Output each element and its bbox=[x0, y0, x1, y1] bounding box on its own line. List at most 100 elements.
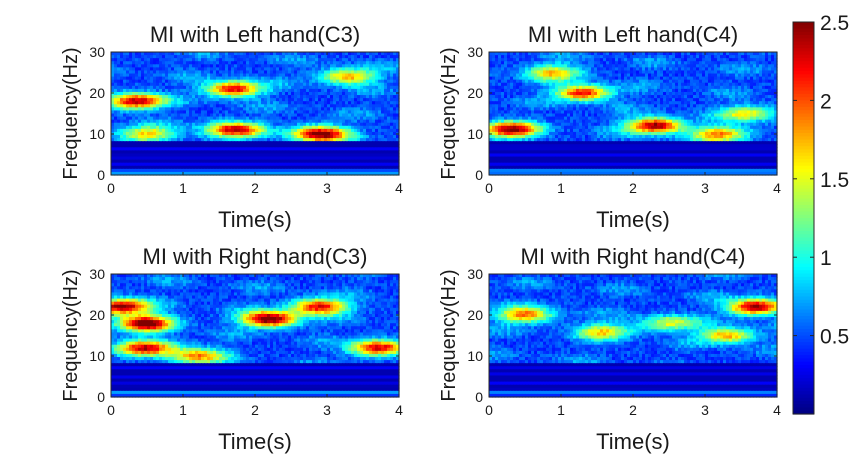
colorbar-segment bbox=[793, 391, 814, 395]
colorbar-segment bbox=[793, 371, 814, 376]
colorbar-tick-label: 0.5 bbox=[820, 326, 849, 349]
colorbar-segment bbox=[793, 35, 814, 39]
colorbar-segment bbox=[793, 348, 814, 353]
x-tick-label: 0 bbox=[485, 180, 493, 196]
colorbar-segment bbox=[793, 182, 814, 186]
colorbar-segment bbox=[793, 136, 814, 141]
colorbar-segment bbox=[793, 172, 814, 177]
colorbar-segment bbox=[793, 302, 814, 307]
y-tick-label: 20 bbox=[467, 85, 483, 101]
colorbar-segment bbox=[793, 129, 814, 134]
x-axis-label: Time(s) bbox=[218, 207, 292, 232]
colorbar-segment bbox=[793, 250, 814, 255]
x-tick-label: 2 bbox=[629, 402, 637, 418]
colorbar-segment bbox=[793, 178, 814, 183]
colorbar-segment bbox=[793, 240, 814, 245]
colorbar-segment bbox=[793, 51, 814, 56]
colorbar-box bbox=[792, 21, 815, 415]
colorbar-segment bbox=[793, 365, 814, 369]
colorbar-segment bbox=[793, 61, 814, 66]
y-tick-label: 10 bbox=[467, 348, 483, 364]
x-tick-label: 1 bbox=[179, 402, 187, 418]
x-tick-label: 1 bbox=[557, 180, 565, 196]
colorbar-segment bbox=[793, 283, 814, 288]
colorbar-segment bbox=[793, 270, 814, 275]
x-tick-label: 2 bbox=[629, 180, 637, 196]
colorbar-segment bbox=[793, 185, 814, 190]
colorbar-segment bbox=[793, 397, 814, 402]
y-axis-label: Frequency(Hz) bbox=[438, 269, 460, 401]
colorbar-segment bbox=[793, 410, 814, 415]
colorbar-segment bbox=[793, 208, 814, 213]
colorbar-segment bbox=[793, 286, 814, 291]
colorbar-segment bbox=[793, 64, 814, 69]
colorbar-segment bbox=[793, 113, 814, 118]
colorbar-segment bbox=[793, 227, 814, 232]
y-tick-label: 10 bbox=[467, 126, 483, 142]
colorbar-segment bbox=[793, 188, 814, 193]
y-axis-label: Frequency(Hz) bbox=[60, 269, 82, 401]
colorbar-segment bbox=[793, 257, 814, 262]
spectrogram-field bbox=[111, 274, 400, 398]
colorbar-segment bbox=[793, 378, 814, 382]
colorbar-segment bbox=[793, 309, 814, 314]
colorbar-segment bbox=[793, 133, 814, 137]
colorbar-segment bbox=[793, 400, 814, 405]
y-axis-label: Frequency(Hz) bbox=[438, 47, 460, 179]
colorbar-segment bbox=[793, 394, 814, 399]
colorbar-segment bbox=[793, 97, 814, 101]
colorbar-segment bbox=[793, 296, 814, 301]
colorbar-segment bbox=[793, 214, 814, 219]
colorbar-segment bbox=[793, 48, 814, 52]
colorbar-segment bbox=[793, 201, 814, 206]
colorbar-segment bbox=[793, 218, 814, 222]
colorbar-segment bbox=[793, 345, 814, 350]
x-tick-label: 3 bbox=[701, 402, 709, 418]
subplot-1: 0 1 2 3 4 0 10 20 30 MI with Left hand(C3) Time(s)… bbox=[60, 22, 403, 232]
x-axis-label: Time(s) bbox=[596, 429, 670, 454]
colorbar-segment bbox=[793, 280, 814, 284]
y-tick-label: 30 bbox=[467, 44, 483, 60]
colorbar-tick-label: 1.5 bbox=[820, 169, 849, 192]
colorbar-tick-label: 2.5 bbox=[820, 12, 849, 35]
colorbar-segment bbox=[793, 110, 814, 115]
colorbar-segment bbox=[793, 276, 814, 281]
spectrogram-field bbox=[489, 274, 778, 398]
colorbar-segment bbox=[793, 67, 814, 72]
colorbar-segment bbox=[793, 38, 814, 43]
colorbar-segment bbox=[793, 123, 814, 128]
colorbar-segment bbox=[793, 335, 814, 340]
colorbar-segment bbox=[793, 152, 814, 157]
x-tick-label: 2 bbox=[251, 180, 259, 196]
colorbar-segment bbox=[793, 306, 814, 311]
colorbar-segment bbox=[793, 106, 814, 111]
colorbar-segment bbox=[793, 404, 814, 409]
y-tick-label: 30 bbox=[89, 44, 105, 60]
y-tick-label: 10 bbox=[89, 126, 105, 142]
colorbar-segment bbox=[793, 28, 814, 33]
colorbar-segment bbox=[793, 159, 814, 164]
colorbar-segment bbox=[793, 312, 814, 317]
colorbar-segment bbox=[793, 299, 814, 304]
colorbar: 0.5 1 1.5 2 2.5 bbox=[792, 12, 849, 415]
colorbar-segment bbox=[793, 332, 814, 337]
colorbar-segment bbox=[793, 355, 814, 360]
x-tick-label: 4 bbox=[395, 180, 403, 196]
colorbar-segment bbox=[793, 41, 814, 46]
x-tick-label: 1 bbox=[557, 402, 565, 418]
colorbar-segment bbox=[793, 342, 814, 346]
colorbar-segment bbox=[793, 316, 814, 320]
y-tick-label: 30 bbox=[89, 266, 105, 282]
colorbar-segment bbox=[793, 93, 814, 98]
subplot-4: 0 1 2 3 4 0 10 20 30 MI with Right hand(C4) Time(s… bbox=[438, 244, 781, 454]
colorbar-segment bbox=[793, 155, 814, 160]
colorbar-segment bbox=[793, 384, 814, 389]
colorbar-segment bbox=[793, 44, 814, 49]
colorbar-segment bbox=[793, 358, 814, 363]
colorbar-segment bbox=[793, 120, 814, 124]
colorbar-segment bbox=[793, 116, 814, 121]
colorbar-segment bbox=[793, 80, 814, 85]
x-axis-label: Time(s) bbox=[596, 207, 670, 232]
y-tick-label: 0 bbox=[97, 167, 105, 183]
x-tick-label: 0 bbox=[485, 402, 493, 418]
